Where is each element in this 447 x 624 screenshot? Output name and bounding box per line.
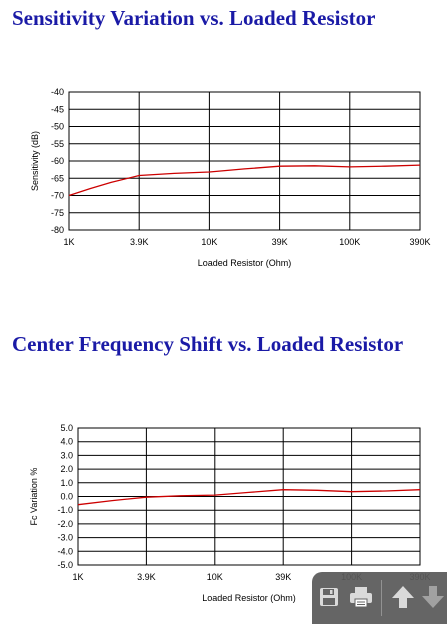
x-tick-label: 3.9K	[130, 237, 149, 247]
y-tick-label: 0.0	[60, 492, 73, 502]
y-tick-label: -65	[51, 173, 64, 183]
y-tick-label: 1.0	[60, 478, 73, 488]
y-tick-label: 2.0	[60, 464, 73, 474]
y-tick-label: 3.0	[60, 450, 73, 460]
x-tick-label: 10K	[207, 572, 223, 582]
y-tick-label: -75	[51, 208, 64, 218]
print-icon	[350, 587, 372, 608]
y-tick-label: -50	[51, 122, 64, 132]
toolbar-divider	[381, 580, 382, 616]
chart-1-title: Sensitivity Variation vs. Loaded Resisto…	[12, 6, 376, 30]
sensitivity-chart: -40 -45 -50 -55 -60 -65 -70 -75 -80 1K 3.9K 10K 39K 1…	[30, 87, 431, 268]
next-page-button[interactable]	[418, 582, 447, 612]
x-tick-label: 1K	[63, 237, 74, 247]
y-axis-label: Fc Variation %	[29, 468, 39, 526]
x-tick-label: 1K	[72, 572, 83, 582]
y-tick-label: -60	[51, 156, 64, 166]
x-tick-label: 3.9K	[137, 572, 156, 582]
y-tick-label: -4.0	[57, 546, 73, 556]
x-tick-label: 10K	[201, 237, 217, 247]
chart-2-title: Center Frequency Shift vs. Loaded Resist…	[12, 332, 404, 356]
series-line	[77, 489, 421, 506]
print-button[interactable]	[346, 582, 376, 612]
y-tick-label: -1.0	[57, 505, 73, 515]
y-tick-label: 5.0	[60, 423, 73, 433]
fc-shift-chart: 5.0 4.0 3.0 2.0 1.0 0.0 -1.0 -2.0 -3.0 -4.0 -5.0 1K…	[29, 423, 431, 603]
pdf-viewer-toolbar	[312, 572, 447, 624]
save-button[interactable]	[314, 582, 344, 612]
x-tick-label: 100K	[339, 237, 360, 247]
x-tick-label: 39K	[272, 237, 288, 247]
y-tick-label: -2.0	[57, 519, 73, 529]
y-tick-label: -70	[51, 191, 64, 201]
save-icon	[320, 588, 338, 606]
y-tick-label: 4.0	[60, 437, 73, 447]
y-tick-label: -5.0	[57, 560, 73, 570]
previous-page-icon	[392, 586, 414, 608]
y-axis-label: Sensitivity (dB)	[30, 131, 40, 191]
x-axis-label: Loaded Resistor (Ohm)	[202, 593, 296, 603]
x-tick-label: 390K	[409, 237, 430, 247]
y-tick-label: -3.0	[57, 533, 73, 543]
y-tick-label: -40	[51, 87, 64, 97]
x-tick-label: 39K	[275, 572, 291, 582]
series-line	[68, 164, 421, 197]
next-page-icon	[422, 586, 444, 608]
x-axis-label: Loaded Resistor (Ohm)	[198, 258, 292, 268]
y-tick-label: -45	[51, 104, 64, 114]
previous-page-button[interactable]	[388, 582, 418, 612]
y-tick-label: -55	[51, 139, 64, 149]
y-tick-label: -80	[51, 225, 64, 235]
